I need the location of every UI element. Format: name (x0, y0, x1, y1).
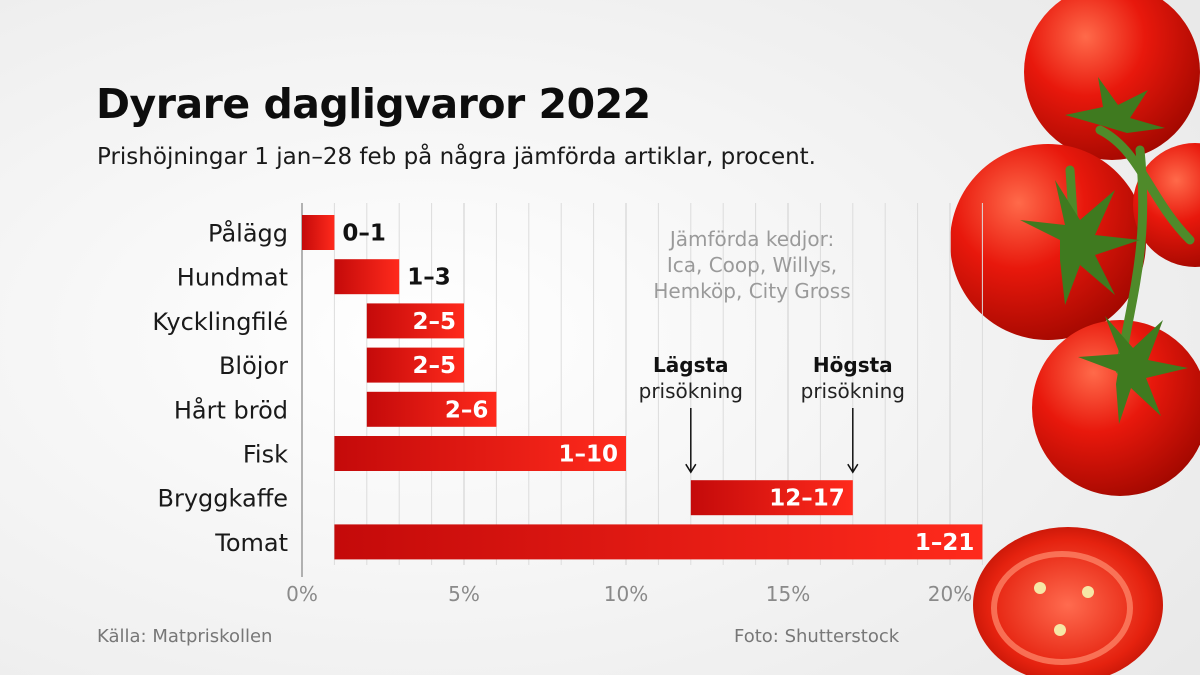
bar-7 (334, 524, 983, 560)
annotation-arrow-head (847, 463, 859, 474)
bar-1 (334, 259, 400, 295)
bar-value-label: 2–5 (412, 309, 456, 335)
bar-value-label: 1–21 (915, 530, 975, 556)
category-label: Hårt bröd (174, 395, 288, 424)
category-label: Kycklingfilé (152, 308, 288, 336)
bar-6 (690, 480, 853, 516)
bar-value-label: 12–17 (769, 486, 845, 512)
note-text: Ica, Coop, Willys, (667, 253, 837, 277)
category-label: Tomat (214, 529, 288, 557)
x-tick-label: 0% (286, 582, 318, 606)
note-text: Jämförda kedjor: (668, 227, 834, 251)
bar-value-label: 1–10 (558, 442, 618, 468)
bar-5 (334, 436, 626, 471)
bar-value-label: 2–5 (412, 353, 456, 379)
x-tick-label: 10% (604, 582, 648, 606)
page-subtitle: Prishöjningar 1 jan–28 feb på några jämf… (97, 144, 816, 170)
category-label: Fisk (243, 441, 288, 469)
bar-0 (302, 215, 335, 250)
annotation-title: Lägsta (653, 353, 729, 377)
annotation-title: Högsta (813, 353, 893, 377)
page-title: Dyrare dagligvaror 2022 (96, 80, 651, 128)
category-label: Pålägg (208, 219, 288, 248)
category-label: Bryggkaffe (158, 485, 289, 513)
bar-2 (366, 303, 464, 339)
x-tick-label: 20% (928, 582, 972, 606)
bar-value-label: 2–6 (445, 397, 489, 423)
annotation-text: prisökning (801, 379, 905, 403)
bar-3 (366, 347, 464, 383)
x-tick-label: 15% (766, 582, 810, 606)
bar-value-label: 0–1 (342, 221, 386, 247)
source-note: Källa: Matpriskollen (97, 626, 273, 647)
bar-4 (366, 391, 497, 427)
x-tick-label: 5% (448, 582, 480, 606)
annotation-arrow-head (685, 463, 697, 474)
annotation-text: prisökning (639, 379, 743, 403)
category-label: Blöjor (219, 352, 288, 380)
photo-credit: Foto: Shutterstock (734, 626, 900, 647)
category-label: Hundmat (177, 264, 288, 292)
note-text: Hemköp, City Gross (653, 279, 850, 303)
bar-value-label: 1–3 (407, 265, 451, 291)
